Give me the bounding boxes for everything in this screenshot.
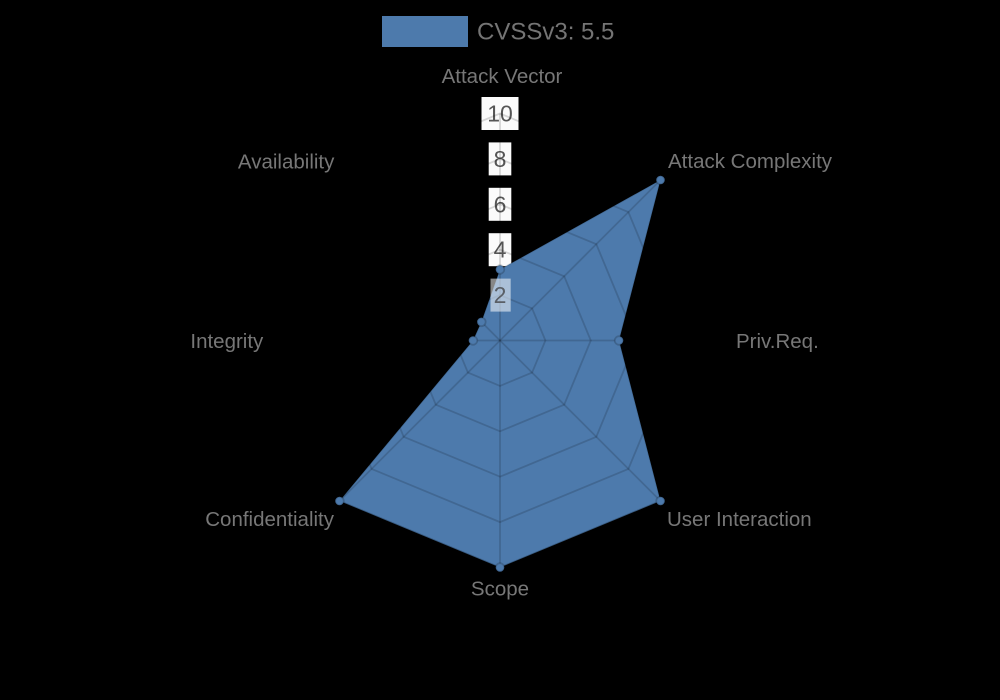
svg-text:Confidentiality: Confidentiality — [205, 508, 335, 531]
svg-text:Availability: Availability — [238, 150, 335, 173]
svg-text:Scope: Scope — [471, 577, 529, 600]
svg-text:User Interaction: User Interaction — [667, 508, 812, 531]
svg-text:Attack Vector: Attack Vector — [442, 65, 563, 88]
svg-text:8: 8 — [494, 146, 507, 172]
svg-text:CVSSv3: 5.5: CVSSv3: 5.5 — [477, 19, 614, 46]
svg-text:4: 4 — [494, 237, 507, 263]
svg-text:10: 10 — [487, 101, 513, 127]
svg-text:Priv.Req.: Priv.Req. — [736, 330, 819, 353]
svg-text:Integrity: Integrity — [190, 330, 264, 353]
svg-text:2: 2 — [494, 282, 507, 308]
svg-text:Attack Complexity: Attack Complexity — [668, 150, 833, 173]
svg-text:6: 6 — [494, 191, 507, 217]
